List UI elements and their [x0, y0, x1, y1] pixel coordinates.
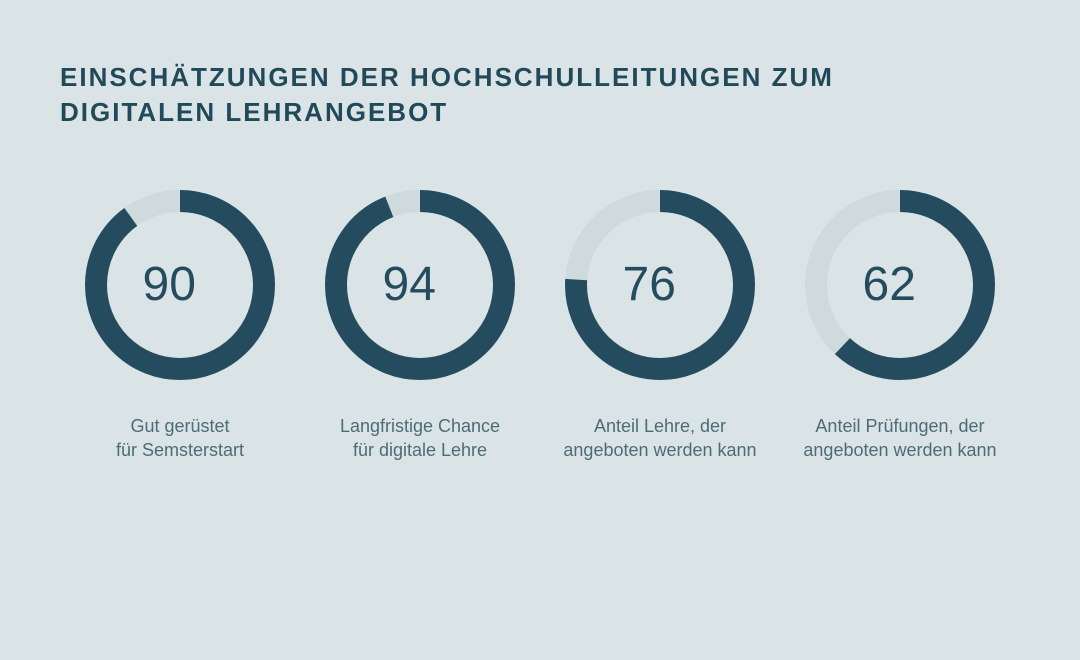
donut-label: Langfristige Chance für digitale Lehre [340, 414, 500, 463]
donut-value: 94 [383, 261, 436, 309]
donut-chart: 90% Gut gerüstet für Semsterstart [70, 190, 290, 463]
donut-value: 62 [863, 261, 916, 309]
donut-value: 76 [623, 261, 676, 309]
donut-unit: % [438, 194, 458, 220]
donut-unit: % [678, 194, 698, 220]
donut-center: 76% [565, 190, 755, 380]
donut-ring: 94% [325, 190, 515, 380]
donut-unit: % [198, 194, 218, 220]
page-title: EINSCHÄTZUNGEN DER HOCHSCHULLEITUNGEN ZU… [60, 60, 1020, 130]
donut-center: 94% [325, 190, 515, 380]
donut-label: Anteil Prüfungen, der angeboten werden k… [803, 414, 996, 463]
donut-chart: 62% Anteil Prüfungen, der angeboten werde… [790, 190, 1010, 463]
donut-label: Gut gerüstet für Semsterstart [116, 414, 244, 463]
donut-ring: 62% [805, 190, 995, 380]
donut-label: Anteil Lehre, der angeboten werden kann [563, 414, 756, 463]
donut-value: 90 [143, 261, 196, 309]
charts-row: 90% Gut gerüstet für Semsterstart 94% Langf… [60, 190, 1020, 463]
donut-ring: 90% [85, 190, 275, 380]
donut-ring: 76% [565, 190, 755, 380]
donut-unit: % [918, 194, 938, 220]
donut-chart: 76% Anteil Lehre, der angeboten werden ka… [550, 190, 770, 463]
infographic-page: EINSCHÄTZUNGEN DER HOCHSCHULLEITUNGEN ZU… [0, 0, 1080, 660]
donut-center: 62% [805, 190, 995, 380]
donut-chart: 94% Langfristige Chance für digitale Lehr… [310, 190, 530, 463]
donut-center: 90% [85, 190, 275, 380]
